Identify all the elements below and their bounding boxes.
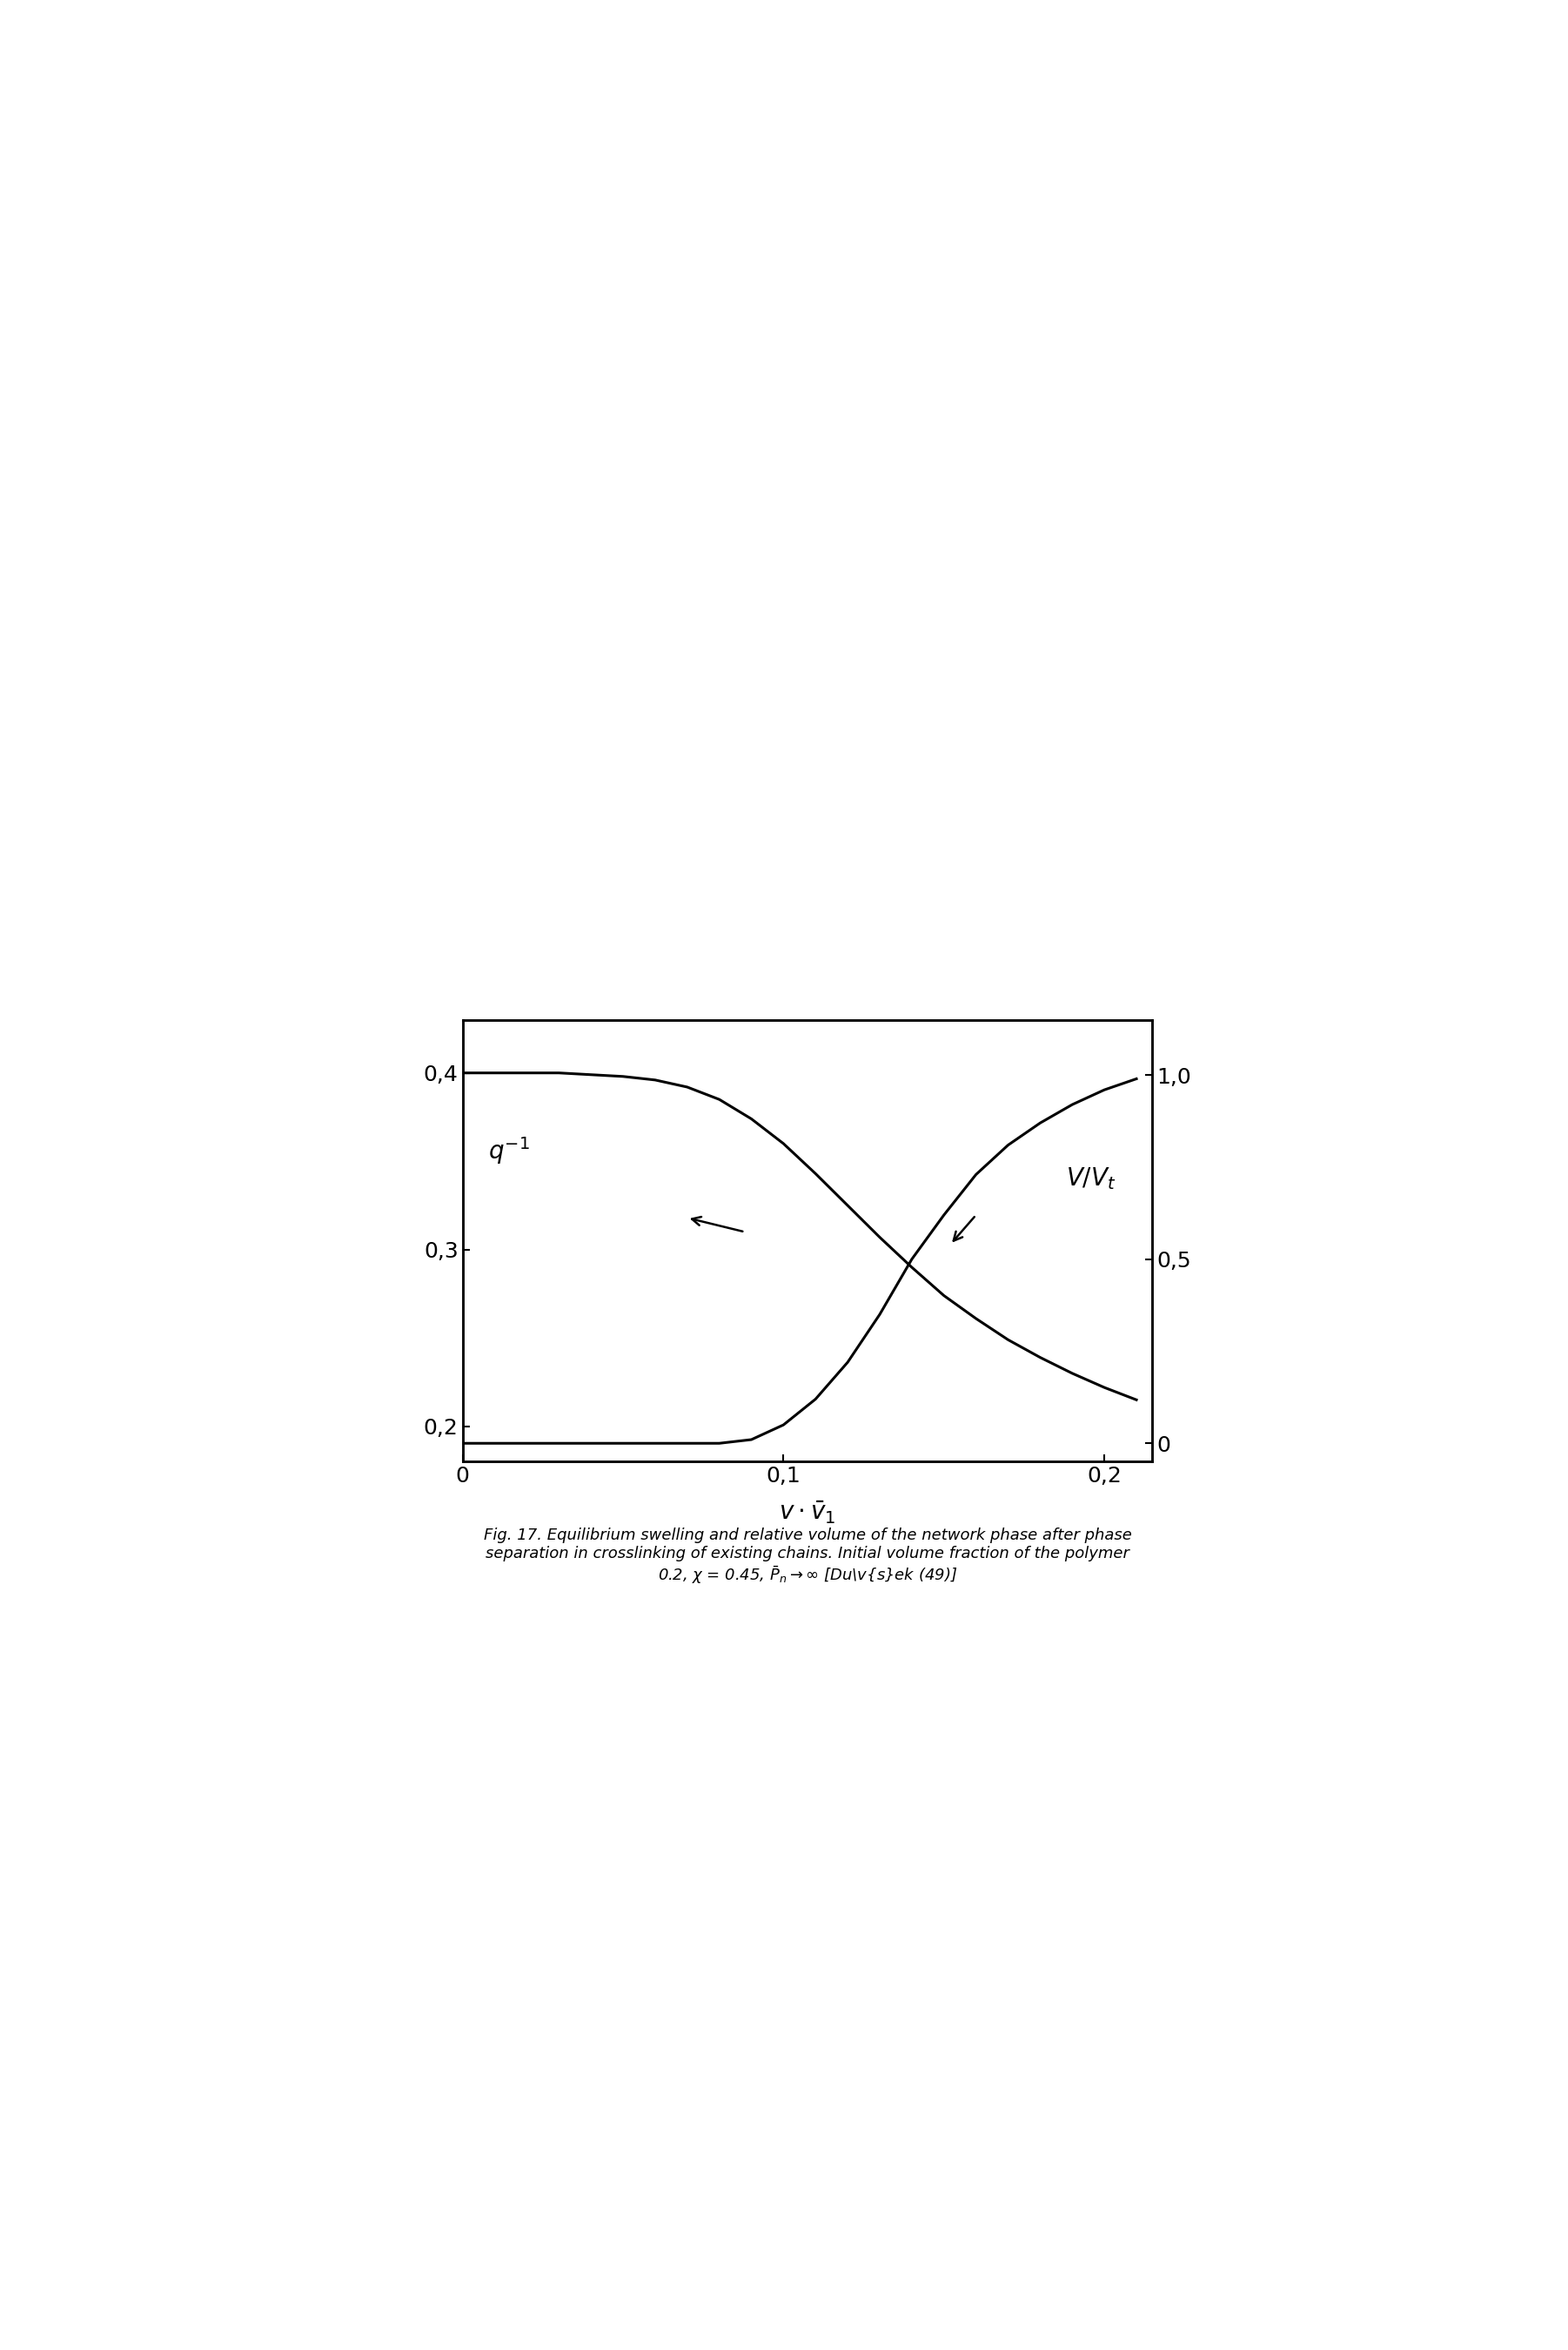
Text: $V/V_t$: $V/V_t$ xyxy=(1066,1166,1116,1191)
X-axis label: $v \cdot \bar{v}_1$: $v \cdot \bar{v}_1$ xyxy=(779,1499,836,1525)
Text: $q^{-1}$: $q^{-1}$ xyxy=(488,1135,530,1166)
Text: Fig. 17. Equilibrium swelling and relative volume of the network phase after pha: Fig. 17. Equilibrium swelling and relati… xyxy=(483,1528,1132,1586)
